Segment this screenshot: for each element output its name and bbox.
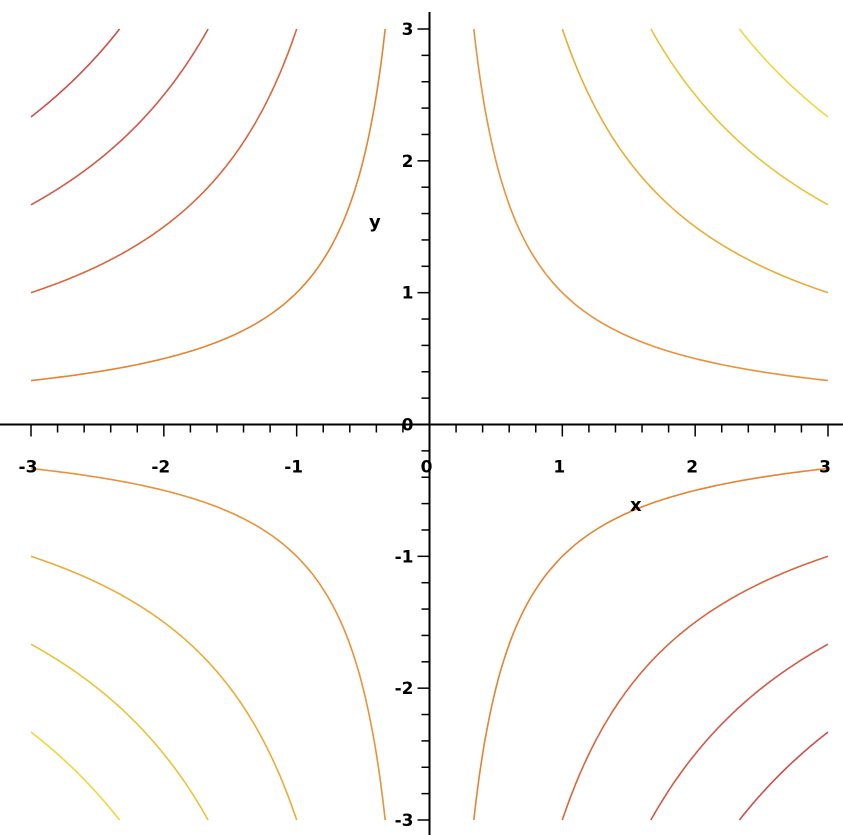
x-tick-label: 3 <box>819 458 831 478</box>
contour-line-level--5-right <box>650 643 829 821</box>
y-tick-label: 0 <box>402 416 414 436</box>
contour-line-level-5-right <box>650 28 829 206</box>
y-tick-label: 1 <box>402 284 414 304</box>
x-tick-label: 2 <box>686 458 698 478</box>
contour-line-level-5-left <box>30 643 209 821</box>
y-tick-label: -1 <box>395 547 414 567</box>
contour-curves <box>30 28 829 821</box>
contour-line-level--1-right <box>473 467 829 821</box>
y-tick-label: -2 <box>395 679 414 699</box>
x-tick-label: -3 <box>19 458 38 478</box>
y-axis-label: y <box>369 212 381 233</box>
x-tick-label: 1 <box>553 458 565 478</box>
y-tick-label: 2 <box>402 152 414 172</box>
x-tick-label: 0 <box>421 458 433 478</box>
contour-line-level-1-left <box>30 467 386 821</box>
x-axis-label: x <box>630 495 642 516</box>
contour-line-level--7-right <box>738 731 829 821</box>
contour-line-level-3-right <box>561 28 829 294</box>
contour-line-level--5-left <box>30 28 209 206</box>
contour-line-level--7-left <box>30 28 121 118</box>
contour-line-level-3-left <box>30 555 298 821</box>
contour-line-level--3-left <box>30 28 298 294</box>
x-axis-ticks: -3 -2 -1 0 1 2 3 <box>19 424 831 478</box>
axes: -3 -2 -1 0 1 2 3 -3 -2 -1 0 1 2 3 <box>0 12 843 835</box>
x-tick-label: -1 <box>284 458 303 478</box>
contour-line-level--1-left <box>30 28 386 382</box>
x-tick-label: -2 <box>151 458 170 478</box>
y-tick-label: 3 <box>402 20 414 40</box>
y-axis-ticks: -3 -2 -1 0 1 2 3 <box>395 20 430 831</box>
contour-line-level--3-right <box>561 555 829 821</box>
contour-line-level-1-right <box>473 28 829 382</box>
contour-line-level-7-left <box>30 731 121 821</box>
y-tick-label: -3 <box>395 811 414 831</box>
contour-line-level-7-right <box>738 28 829 118</box>
